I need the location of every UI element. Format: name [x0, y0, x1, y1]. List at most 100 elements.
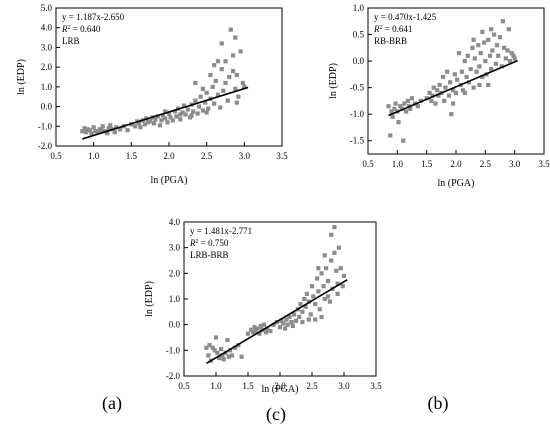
data-point-c: [311, 294, 316, 299]
data-point-c: [325, 278, 331, 284]
data-point-c: [219, 346, 224, 352]
data-point-b: [453, 90, 459, 96]
data-point-a: [163, 109, 168, 114]
data-point-b: [472, 56, 477, 61]
data-point-b: [462, 90, 467, 96]
y-tick-label-c: 2.0: [169, 268, 181, 278]
data-point-a: [234, 100, 239, 105]
data-point-b: [465, 53, 470, 58]
data-point-c: [258, 323, 263, 329]
data-point-a: [218, 105, 223, 110]
x-axis-label-a: ln (PGA): [151, 175, 188, 186]
data-point-c: [265, 326, 270, 331]
data-point-a: [93, 129, 98, 134]
data-point-a: [172, 109, 178, 114]
data-point-b: [405, 98, 410, 104]
x-tick-label-c: 1.5: [242, 381, 254, 391]
data-point-c: [316, 266, 321, 271]
data-point-b: [401, 138, 406, 143]
r2-value-c: = 0.750: [199, 238, 229, 248]
data-point-a: [91, 125, 96, 130]
x-axis-label-b: ln (PGA): [438, 178, 475, 189]
data-point-b: [437, 82, 442, 88]
data-point-a: [223, 80, 228, 86]
data-point-c: [335, 281, 340, 286]
y-tick-label-b: 0.0: [353, 56, 365, 66]
data-point-b: [415, 104, 420, 109]
data-point-b: [482, 40, 487, 45]
data-point-c: [309, 284, 315, 289]
data-point-a: [210, 84, 215, 89]
y-tick-label-c: 1.0: [169, 294, 181, 304]
y-tick-label-c: 0.0: [169, 320, 181, 330]
data-point-a: [105, 131, 110, 136]
data-point-b: [505, 48, 510, 53]
data-point-c: [277, 325, 283, 330]
data-point-a: [178, 117, 183, 122]
data-point-b: [489, 66, 494, 72]
data-point-a: [106, 126, 111, 131]
y-tick-label-a: -2.0: [38, 141, 53, 151]
data-point-c: [308, 312, 313, 317]
data-point-a: [200, 108, 205, 113]
r2-value-b: = 0.641: [383, 24, 413, 34]
data-point-a: [180, 110, 185, 115]
data-point-b: [489, 27, 494, 32]
data-point-b: [502, 45, 507, 50]
data-point-c: [239, 354, 244, 359]
data-point-c: [332, 250, 337, 255]
data-point-c: [229, 353, 235, 358]
data-point-a: [208, 72, 213, 78]
data-point-c: [220, 353, 225, 358]
data-point-b: [499, 64, 504, 69]
data-point-a: [168, 115, 173, 120]
data-point-b: [386, 104, 391, 109]
equation-text-b: y = 0.470x-1.425: [374, 12, 437, 22]
data-point-b: [442, 98, 447, 104]
y-tick-label-c: 4.0: [169, 217, 181, 227]
data-point-b: [496, 53, 501, 58]
data-point-b: [492, 32, 497, 37]
x-tick-label-a: 2.0: [163, 151, 175, 161]
data-point-a: [84, 130, 89, 135]
data-point-a: [219, 41, 224, 46]
data-point-c: [341, 273, 347, 278]
data-point-b: [478, 51, 483, 56]
x-tick-label-b: 2.5: [480, 159, 492, 169]
data-point-c: [213, 335, 219, 340]
data-point-c: [252, 325, 257, 330]
chart-c: 0.5 1.0 1.5 2.0 2.5 3.0 3.5 -2.0 -1.0 0.0 1.0 2.0 3.…: [144, 217, 382, 395]
x-tick-label-b: 2.0: [450, 159, 462, 169]
data-point-c: [319, 314, 324, 320]
data-point-b: [449, 112, 454, 117]
data-point-a: [87, 128, 92, 133]
data-point-a: [138, 125, 143, 130]
data-point-c: [284, 317, 289, 322]
data-point-b: [436, 93, 441, 98]
regression-line-a: [82, 86, 249, 140]
series-label-c: LRB-BRB: [190, 250, 229, 260]
y-axis-label-b: ln (EDP): [328, 63, 339, 99]
data-point-b: [486, 82, 491, 88]
data-point-c: [317, 307, 322, 312]
data-point-a: [114, 125, 119, 130]
data-point-b: [433, 101, 438, 106]
data-point-c: [302, 296, 307, 302]
x-tick-label-c: 2.0: [274, 381, 286, 391]
data-point-c: [290, 323, 295, 329]
data-point-c: [287, 314, 292, 320]
data-point-a: [215, 59, 221, 64]
data-point-a: [89, 131, 94, 136]
data-point-a: [183, 112, 188, 117]
data-point-c: [303, 304, 308, 309]
data-point-c: [327, 299, 333, 304]
data-point-a: [133, 124, 138, 129]
x-tick-label-c: 1.0: [210, 381, 222, 391]
data-point-c: [304, 291, 309, 296]
x-tick-label-c: 0.5: [178, 381, 190, 391]
r2-text-c: R2 = 0.750: [189, 238, 229, 248]
y-tick-label-a: 5.0: [41, 3, 53, 13]
series-label-a: LRB: [62, 36, 80, 46]
data-point-c: [249, 327, 254, 332]
data-point-c: [291, 312, 297, 317]
